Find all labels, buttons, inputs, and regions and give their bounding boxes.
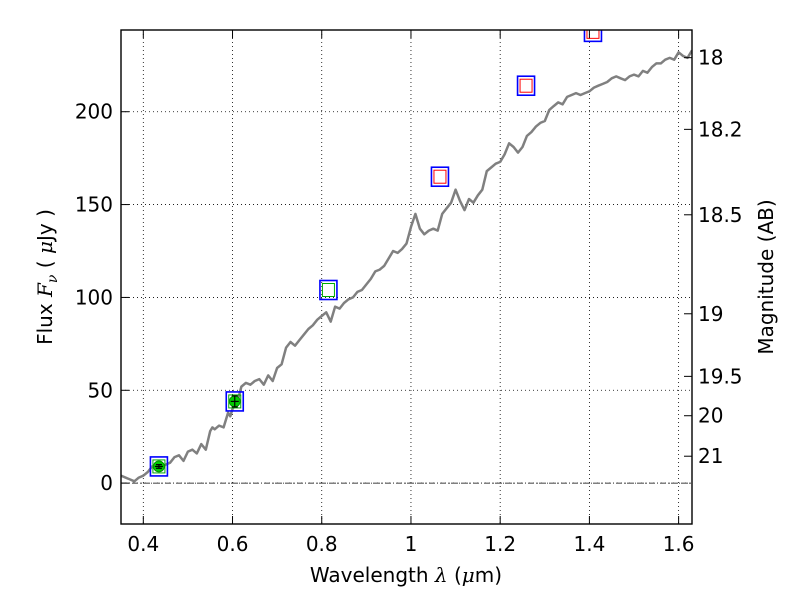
y2-tick-label: 19 — [698, 302, 723, 326]
y2-tick-label: 18 — [698, 46, 723, 70]
y2-tick-label: 19.5 — [698, 364, 743, 388]
x-tick-label: 0.4 — [127, 532, 159, 556]
x-axis-label: Wavelength λ (μm) — [310, 563, 502, 587]
photometry-square — [583, 30, 603, 43]
photometry-square — [516, 75, 536, 97]
y2-tick-label: 21 — [698, 444, 723, 468]
y2-tick-label: 18.5 — [698, 203, 743, 227]
photometry-square — [319, 279, 338, 301]
x-tick-label: 1.2 — [484, 532, 516, 556]
y-tick-label: 200 — [75, 100, 113, 124]
y-tick-label: 0 — [100, 471, 113, 495]
y-axis-ticks: 0 50 100 150 200 — [75, 100, 129, 495]
x-axis-ticks: 0.4 0.6 0.8 1 1.2 1.4 1.6 — [127, 30, 695, 556]
measured-point — [228, 395, 241, 408]
photometry-square — [430, 166, 450, 188]
x-tick-label: 1.6 — [663, 532, 695, 556]
photometry-square — [225, 391, 245, 412]
y2-tick-label: 18.2 — [698, 117, 743, 141]
x-tick-label: 0.8 — [306, 532, 338, 556]
measured-points — [153, 395, 241, 473]
y-tick-label: 50 — [88, 378, 113, 402]
x-tick-label: 1.4 — [573, 532, 605, 556]
y-axis-label: Flux Fν ( μJy ) — [33, 209, 61, 345]
spectrum-line — [121, 49, 692, 483]
y2-axis-label: Magnitude (AB) — [754, 199, 778, 354]
measured-point — [153, 460, 165, 473]
x-tick-label: 0.6 — [217, 532, 249, 556]
y-tick-label: 150 — [75, 193, 113, 217]
photometry-squares — [149, 30, 603, 477]
photometry-square — [149, 456, 169, 477]
y2-tick-label: 20 — [698, 404, 723, 428]
plot-frame — [120, 29, 693, 525]
y2-axis-ticks: 18 18.2 18.5 19 19.5 20 21 — [684, 46, 743, 468]
x-tick-label: 1 — [405, 532, 418, 556]
y-tick-label: 100 — [75, 285, 113, 309]
